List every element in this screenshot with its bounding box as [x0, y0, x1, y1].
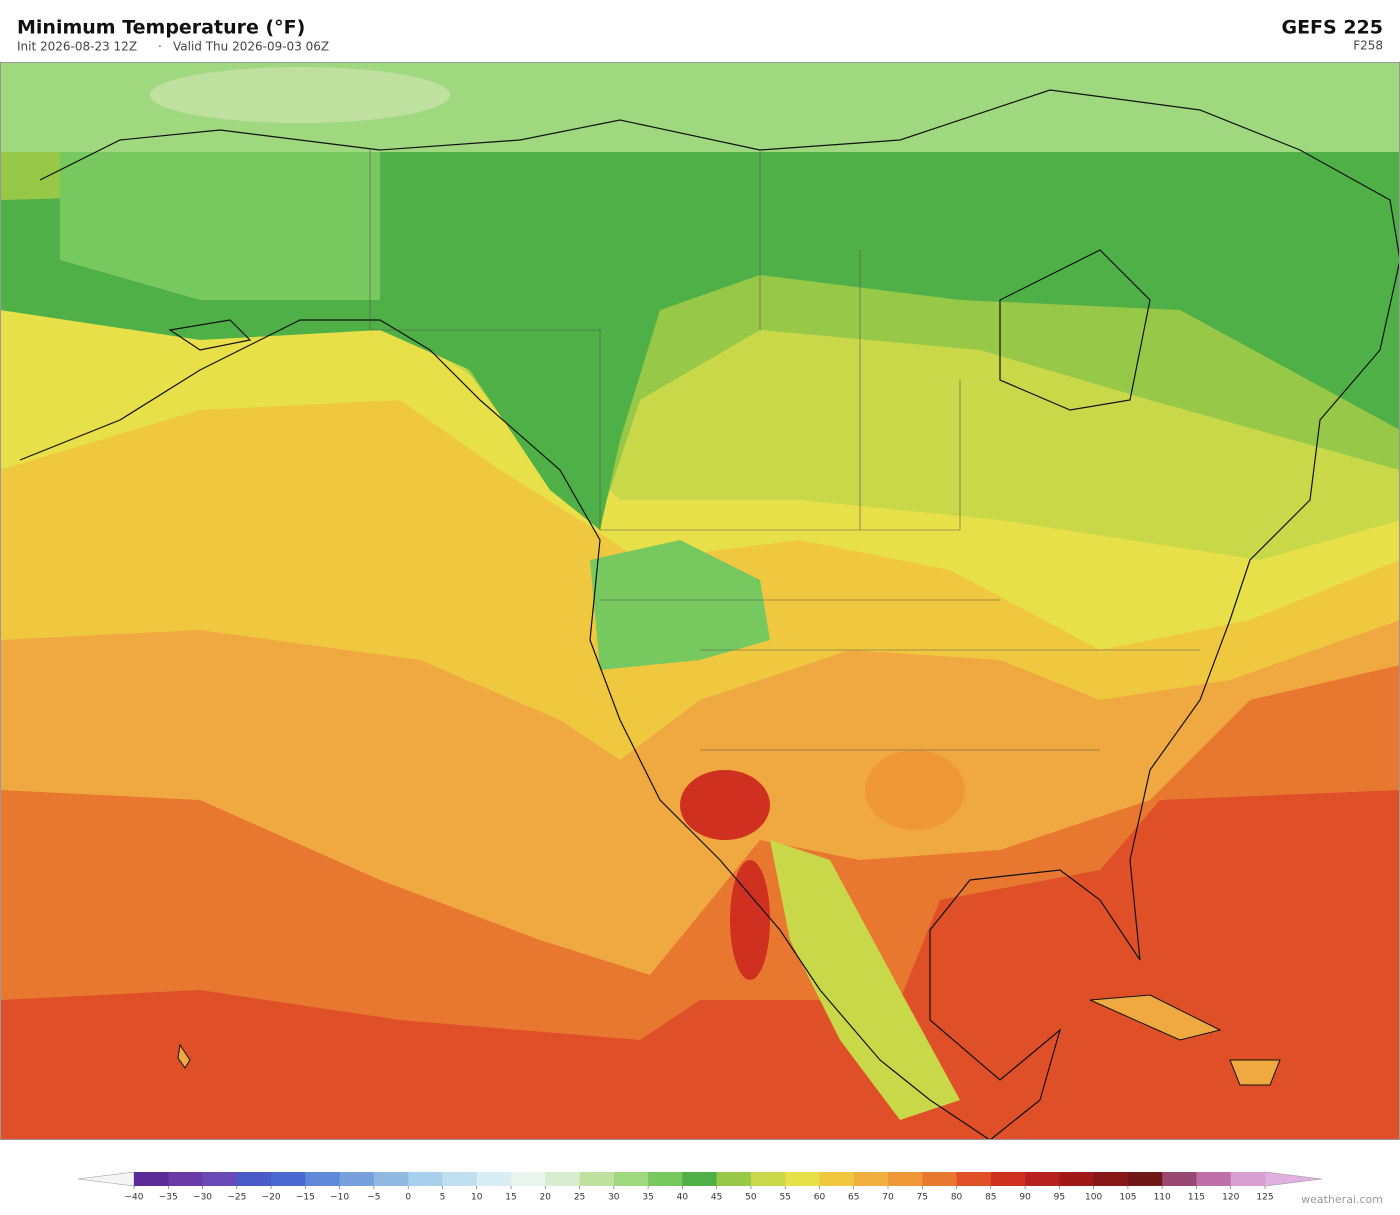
field-layer	[590, 540, 770, 670]
colorbar-bin	[750, 1172, 786, 1186]
colorbar-bin	[1162, 1172, 1197, 1186]
colorbar-under	[77, 1171, 135, 1187]
colorbar-tick-label: −30	[193, 1193, 212, 1203]
field-layer	[730, 860, 770, 980]
colorbar-tick-label: 35	[642, 1193, 653, 1203]
colorbar-tick-label: 30	[608, 1193, 620, 1203]
colorbar-tick-label: 125	[1256, 1193, 1273, 1203]
separator: ·	[158, 40, 162, 54]
valid-time: Valid Thu 2026-09-03 06Z	[173, 40, 329, 54]
colorbar-bin	[716, 1172, 752, 1186]
colorbar-tick-label: 40	[677, 1193, 689, 1203]
colorbar-bin	[511, 1172, 546, 1186]
colorbar-bin	[1127, 1172, 1163, 1186]
colorbar-tick-label: 95	[1054, 1193, 1065, 1203]
field-layer	[865, 750, 965, 830]
colorbar-bin	[1093, 1172, 1129, 1186]
colorbar-bin	[1196, 1172, 1232, 1186]
colorbar-tick-label: 115	[1188, 1193, 1205, 1203]
colorbar-tick-label: 65	[848, 1193, 859, 1203]
model-name: GEFS 225	[1281, 17, 1383, 39]
colorbar-tick-label: 20	[540, 1193, 552, 1203]
colorbar-bin	[1059, 1172, 1095, 1186]
init-time: Init 2026-08-23 12Z	[17, 40, 137, 54]
colorbar-tick-label: 0	[405, 1193, 411, 1203]
colorbar-bin	[202, 1172, 238, 1186]
field-layer	[770, 840, 960, 1120]
colorbar-bin	[442, 1172, 478, 1186]
colorbar-tick-label: 55	[779, 1193, 790, 1203]
colorbar-tick-label: 15	[505, 1193, 516, 1203]
colorbar: −40 −35 −30 −25 −20 −15 −10 −5 0 5 10 15 20 25 30 35 40 4…	[77, 1171, 1323, 1203]
watermark: weatherai.com	[1301, 1193, 1383, 1206]
colorbar-tick-label: −5	[367, 1193, 380, 1203]
map-title: Minimum Temperature (°F)	[17, 17, 305, 39]
colorbar-tick-label: −35	[159, 1193, 178, 1203]
colorbar-bin	[339, 1172, 375, 1186]
colorbar-tick-label: 75	[917, 1193, 928, 1203]
colorbar-tick-label: −15	[296, 1193, 315, 1203]
field-layer	[680, 770, 770, 840]
colorbar-tick-label: 10	[471, 1193, 483, 1203]
islands	[177, 994, 1281, 1086]
colorbar-bin	[476, 1172, 512, 1186]
colorbar-tick-label: 25	[574, 1193, 585, 1203]
colorbar-bin	[168, 1172, 204, 1186]
colorbar-tick-label: 110	[1154, 1193, 1171, 1203]
colorbar-bin	[1025, 1172, 1060, 1186]
colorbar-bin	[1230, 1172, 1266, 1186]
colorbar-bin	[134, 1172, 169, 1186]
colorbar-bin	[648, 1172, 683, 1186]
field-layer	[60, 140, 380, 300]
coastline	[19, 89, 1400, 1140]
colorbar-tick-label: −40	[125, 1193, 144, 1203]
colorbar-bin	[305, 1172, 341, 1186]
colorbar-bin	[956, 1172, 992, 1186]
colorbar-bin	[819, 1172, 855, 1186]
colorbar-tick-label: −20	[262, 1193, 281, 1203]
colorbar-bin	[236, 1172, 272, 1186]
boundaries	[369, 150, 1200, 751]
colorbar-tick-label: 45	[711, 1193, 722, 1203]
colorbar-tick-label: 5	[440, 1193, 446, 1203]
colorbar-tick-label: 70	[882, 1193, 894, 1203]
colorbar-tick-label: −25	[227, 1193, 246, 1203]
colorbar-bin	[545, 1172, 581, 1186]
colorbar-bin	[271, 1172, 306, 1186]
colorbar-tick-label: 105	[1119, 1193, 1136, 1203]
colorbar-bin	[408, 1172, 443, 1186]
colorbar-tick-label: −10	[330, 1193, 349, 1203]
field-layer	[150, 67, 450, 123]
forecast-hour: F258	[1353, 39, 1383, 53]
colorbar-tick-label: 80	[951, 1193, 963, 1203]
colorbar-bin	[613, 1172, 649, 1186]
colorbar-bin	[888, 1172, 923, 1186]
temperature-map	[0, 62, 1400, 1140]
colorbar-over	[1264, 1171, 1323, 1187]
colorbar-bin	[682, 1172, 718, 1186]
colorbar-bin	[579, 1172, 615, 1186]
colorbar-tick-label: 120	[1222, 1193, 1239, 1203]
colorbar-bin	[990, 1172, 1026, 1186]
colorbar-tick-label: 100	[1085, 1193, 1102, 1203]
colorbar-tick-label: 60	[814, 1193, 826, 1203]
field-layer	[380, 150, 1400, 530]
colorbar-bin	[373, 1172, 409, 1186]
colorbar-tick-label: 90	[1019, 1193, 1031, 1203]
colorbar-bin	[853, 1172, 889, 1186]
colorbar-tick-label: 50	[745, 1193, 757, 1203]
colorbar-bin	[922, 1172, 958, 1186]
colorbar-tick-label: 85	[985, 1193, 996, 1203]
colorbar-bin	[785, 1172, 820, 1186]
